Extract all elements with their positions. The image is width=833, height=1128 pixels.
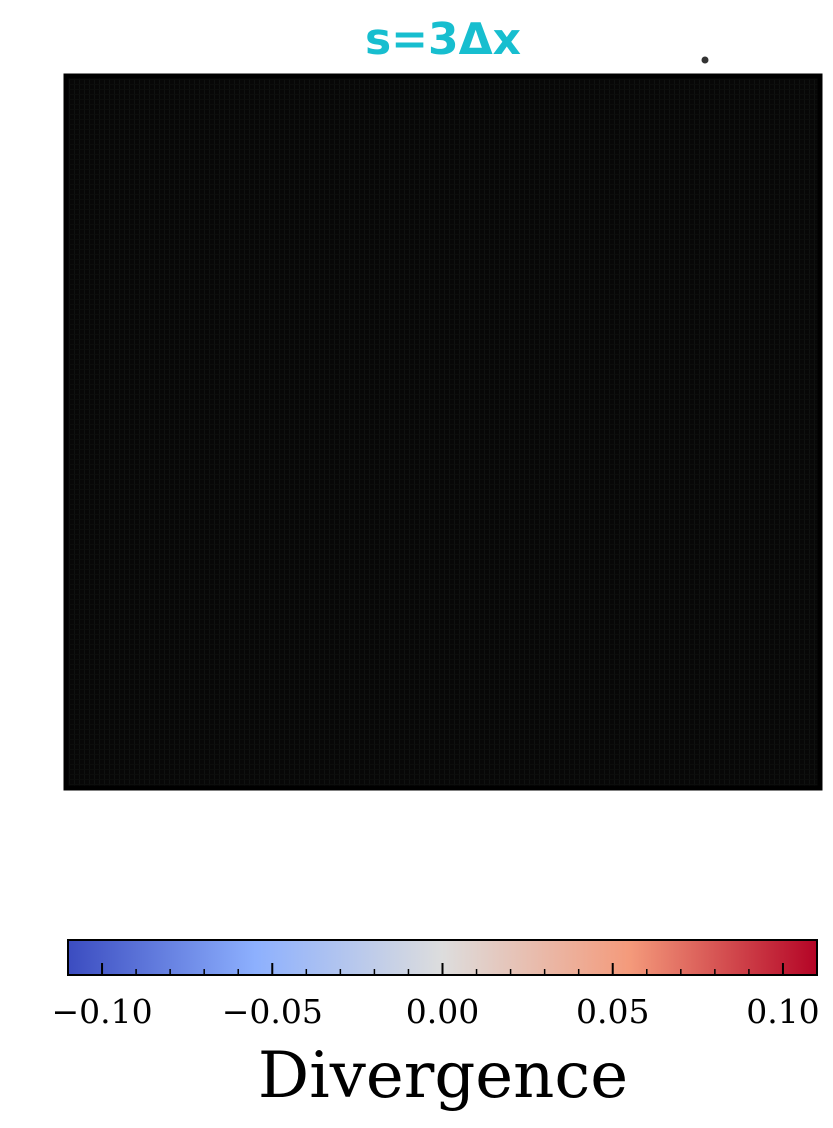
colorbar-tick-label: 0.10: [746, 992, 819, 1031]
colorbar-tick-label: −0.10: [51, 992, 152, 1031]
colorbar-tick-label: 0.00: [406, 992, 479, 1031]
colorbar-tick-label: −0.05: [222, 992, 323, 1031]
colorbar-major-ticks: [101, 963, 784, 975]
colorbar-label: Divergence: [258, 1039, 628, 1113]
colorbar: −0.10 −0.05 0.00 0.05 0.10 Divergence: [51, 939, 820, 1113]
heatmap-panel: [63, 73, 823, 791]
colorbar-tick-label: 0.05: [576, 992, 649, 1031]
heatmap-field: [66, 76, 820, 788]
heatmap-frame: [63, 73, 823, 791]
chart-title: s=3Δx: [365, 14, 521, 65]
colorbar-tick-labels: −0.10 −0.05 0.00 0.05 0.10: [51, 992, 819, 1031]
colorbar-frame: [67, 939, 818, 976]
marker-dot: [701, 56, 709, 64]
